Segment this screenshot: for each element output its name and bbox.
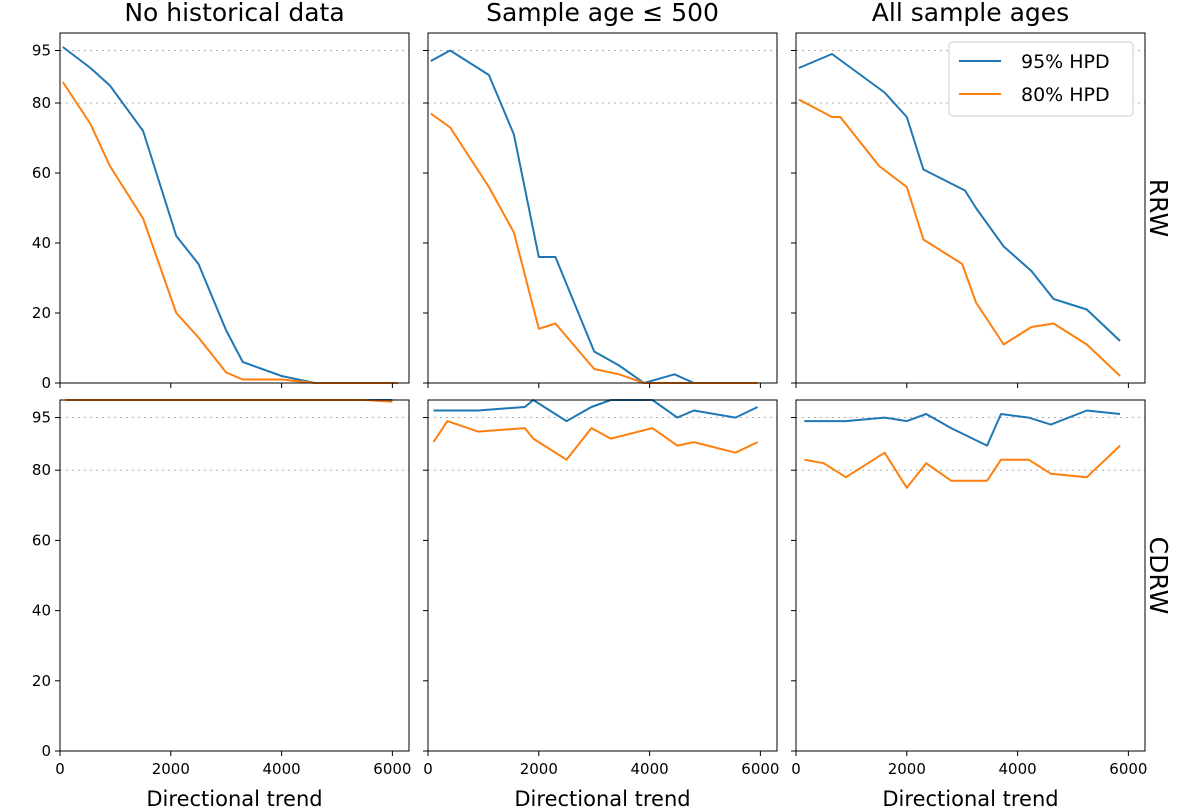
y-tick-label: 40 [32,234,51,252]
y-tick-label: 80 [32,94,51,112]
y-tick-label: 0 [41,374,51,392]
panel-4: 0 20 40 60 80 95 0 2000 4000 6000 Directional tren… [32,399,411,809]
panel-5: 0 2000 4000 6000 Directional trend [423,399,779,809]
series-line-95-hpd [804,409,1121,447]
y-tick-label: 20 [32,672,51,690]
axes-frame [795,32,1146,384]
axes-frame [427,32,778,384]
x-tick-label: 0 [55,760,65,778]
row-label: RRW [1144,179,1173,237]
axes-frame [59,399,410,752]
y-tick-label: 80 [32,461,51,479]
y-tick-label: 95 [32,42,51,60]
y-tick-label: 0 [41,742,51,760]
panel-1: 0 20 40 60 80 95 No historical data [32,0,410,392]
series-line-95-hpd [430,49,758,384]
y-tick-label: 40 [32,602,51,620]
y-tick-label: 60 [32,531,51,549]
x-tick-label: 4000 [998,760,1036,778]
x-tick-label: 4000 [262,760,300,778]
x-tick-label: 6000 [373,760,411,778]
axes-frame [427,399,778,752]
x-tick-label: 2000 [520,760,558,778]
panels-group: 0 20 40 60 80 95 No historical data Sample age … [32,0,1173,809]
x-tick-label: 6000 [1109,760,1147,778]
x-axis-label: Directional trend [514,787,690,809]
legend-label: 95% HPD [1021,51,1110,73]
y-tick-label: 20 [32,304,51,322]
panel-title: No historical data [124,0,344,27]
panel-title: All sample ages [872,0,1069,27]
series-line-95-hpd [62,46,398,384]
series-line-80-hpd [798,98,1121,377]
x-tick-label: 0 [423,760,433,778]
y-tick-label: 95 [32,409,51,427]
panel-2: Sample age ≤ 500 [423,0,778,388]
panel-6: 0 2000 4000 6000 Directional trend CDRW [791,399,1173,809]
series-line-80-hpd [430,112,758,384]
legend: 95% HPD 80% HPD [948,41,1134,117]
axes-frame [795,399,1146,752]
x-axis-label: Directional trend [146,787,322,809]
x-tick-label: 0 [791,760,801,778]
x-tick-label: 6000 [741,760,779,778]
panel-3: All sample ages RRW 95% HPD 80% HPD [791,0,1173,388]
panel-title: Sample age ≤ 500 [486,0,719,27]
legend-label: 80% HPD [1021,84,1110,106]
x-tick-label: 2000 [152,760,190,778]
x-tick-label: 4000 [630,760,668,778]
x-axis-label: Directional trend [882,787,1058,809]
y-tick-label: 60 [32,164,51,182]
row-label: CDRW [1144,537,1173,615]
series-line-80-hpd [804,444,1121,489]
x-tick-label: 2000 [888,760,926,778]
series-line-95-hpd [433,399,759,423]
series-line-80-hpd [432,420,759,461]
series-line-95-hpd [798,53,1121,342]
axes-frame [59,32,410,384]
